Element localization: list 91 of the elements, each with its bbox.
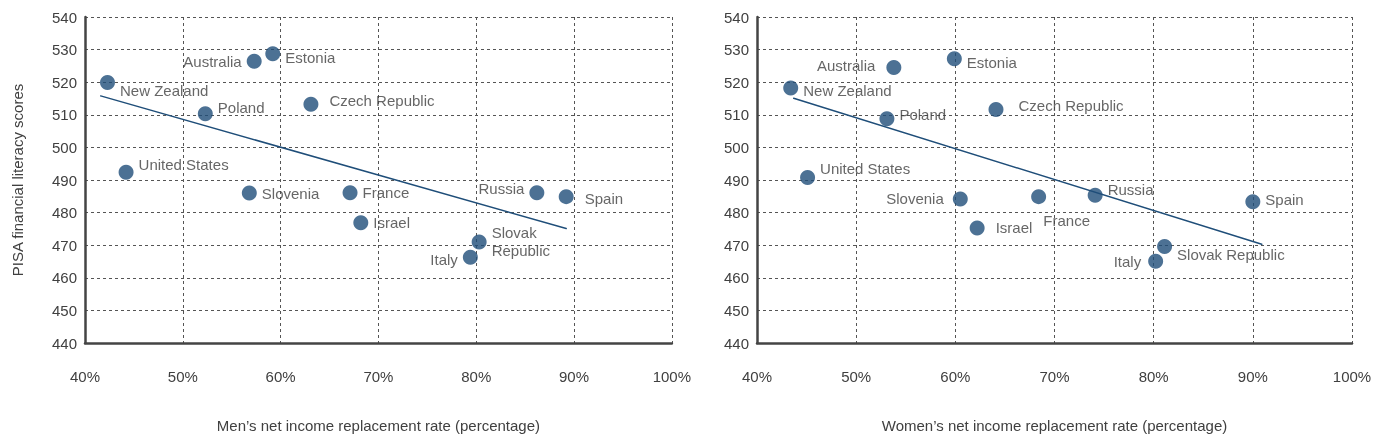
y-tick-label: 500: [51, 138, 77, 156]
y-tick-label: 540: [723, 8, 749, 26]
point: [241, 185, 257, 201]
x-tick-label: 50%: [841, 368, 872, 385]
x-tick-label: 80%: [461, 368, 492, 385]
x-tick-label: 90%: [559, 368, 590, 385]
series-label: United States: [820, 159, 911, 177]
point: [1087, 187, 1103, 203]
point: [783, 80, 799, 96]
series-label: France: [362, 184, 410, 202]
y-tick-label: 510: [723, 106, 749, 124]
x-tick-label: 100%: [1332, 368, 1372, 385]
series-label: Slovenia: [261, 184, 321, 202]
series-label: Poland: [899, 106, 947, 124]
y-tick-label: 480: [723, 204, 749, 222]
y-tick-label: 490: [51, 171, 77, 189]
series-label: Italy: [1113, 252, 1142, 270]
series-label: Slovak Republic: [491, 224, 551, 260]
y-tick-label: 540: [51, 8, 77, 26]
y-tick-label: 510: [51, 106, 77, 124]
y-tick-label: 480: [51, 204, 77, 222]
x-tick-label: 40%: [69, 368, 101, 385]
point: [1245, 194, 1261, 210]
x-tick-label: 100%: [652, 368, 692, 385]
series-label: Italy: [430, 250, 459, 268]
series-label: France: [1043, 212, 1090, 230]
point: [1031, 189, 1047, 205]
series-label: Australia: [183, 52, 243, 70]
y-tick-label: 440: [51, 334, 77, 352]
series-label: New Zealand: [119, 82, 209, 100]
series-label: Spain: [1265, 191, 1304, 209]
y-tick-label: 530: [51, 41, 77, 59]
point: [1157, 239, 1173, 254]
point: [246, 53, 262, 69]
y-axis-title: PISA financial literacy scores: [9, 83, 26, 277]
y-tick-label: 450: [723, 301, 749, 319]
y-tick-label: 460: [723, 269, 749, 287]
x-tick-label: 50%: [167, 368, 198, 385]
point: [879, 111, 895, 127]
x-tick-label: 70%: [363, 368, 394, 385]
x-axis-title: Women’s net income replacement rate (percentage): [881, 417, 1228, 434]
series-label: Slovak Republic: [1177, 246, 1286, 263]
x-tick-label: 60%: [265, 368, 296, 385]
x-tick-label: 40%: [741, 368, 773, 385]
series-label: Czech Republic: [329, 91, 435, 109]
point: [303, 96, 319, 112]
x-tick-label: 90%: [1237, 368, 1268, 385]
y-tick-label: 470: [51, 236, 77, 254]
series-label: Poland: [217, 99, 265, 117]
point: [342, 185, 358, 201]
point: [100, 75, 115, 91]
point: [265, 46, 281, 62]
x-tick-label: 80%: [1138, 368, 1169, 385]
y-tick-label: 460: [51, 269, 77, 287]
series-label: Czech Republic: [1018, 97, 1125, 115]
point: [462, 249, 478, 265]
series-label: Spain: [584, 190, 624, 208]
point: [886, 60, 902, 76]
point: [952, 191, 968, 207]
series-label: Estonia: [966, 54, 1018, 72]
y-tick-label: 520: [51, 73, 77, 91]
series-label: Russia: [1107, 180, 1155, 198]
x-tick-label: 60%: [940, 368, 971, 385]
point: [353, 215, 369, 231]
series-label: Estonia: [285, 49, 336, 67]
y-tick-label: 500: [723, 138, 749, 156]
point: [988, 102, 1004, 118]
y-tick-label: 490: [723, 171, 749, 189]
series-label: Israel: [373, 214, 410, 232]
point: [471, 234, 487, 250]
series-label: New Zealand: [803, 81, 892, 99]
point: [197, 106, 213, 122]
y-tick-label: 530: [723, 41, 749, 59]
point: [118, 164, 134, 180]
point: [529, 185, 545, 201]
point: [969, 220, 985, 236]
series-label: Russia: [478, 180, 525, 198]
y-tick-label: 450: [51, 301, 77, 319]
y-tick-label: 440: [723, 334, 749, 352]
point: [558, 189, 574, 205]
y-tick-label: 470: [723, 236, 749, 254]
series-label: United States: [138, 155, 229, 173]
series-label: Israel: [995, 219, 1033, 237]
x-axis-title: Men’s net income replacement rate (percentage): [216, 417, 541, 434]
x-tick-label: 70%: [1039, 368, 1070, 385]
series-label: Slovenia: [886, 190, 945, 208]
point: [1148, 253, 1164, 269]
series-label: Australia: [816, 57, 877, 75]
y-tick-label: 520: [723, 73, 749, 91]
point: [800, 169, 816, 185]
point: [946, 51, 962, 67]
